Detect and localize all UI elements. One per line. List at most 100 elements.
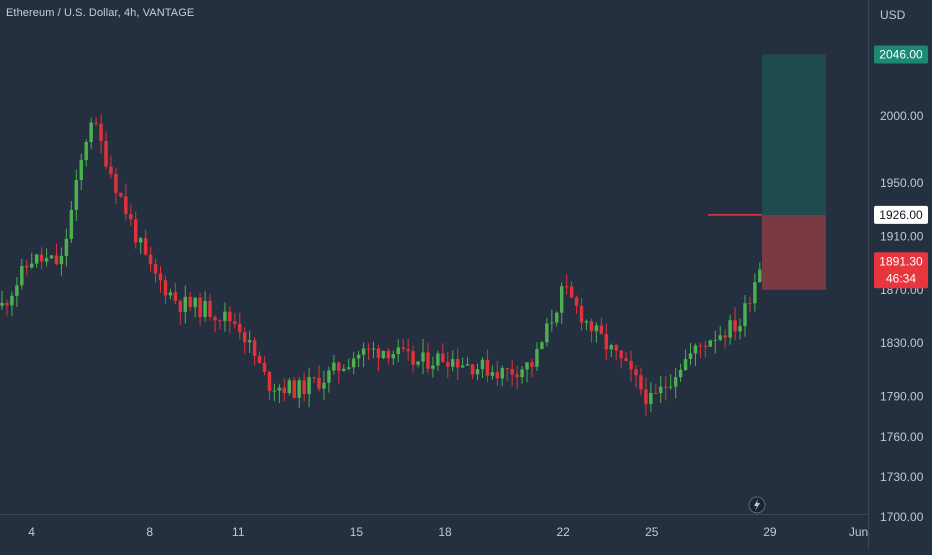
- candle: [555, 311, 559, 327]
- candle: [634, 365, 638, 388]
- candle: [416, 361, 420, 368]
- candle: [99, 114, 103, 154]
- candle-body: [436, 353, 440, 366]
- candle: [366, 343, 371, 360]
- candle: [624, 351, 628, 362]
- candle-body: [366, 348, 371, 350]
- candle-body: [69, 209, 74, 239]
- price-axis[interactable]: 2000.001950.001910.001870.001830.001790.…: [880, 109, 924, 524]
- candle-body: [753, 282, 757, 304]
- candle: [599, 317, 604, 335]
- candle-body: [25, 265, 29, 268]
- candle-body: [401, 347, 405, 349]
- candle: [460, 357, 465, 368]
- candle: [84, 139, 88, 167]
- candle: [198, 292, 202, 326]
- candle-body: [411, 351, 415, 365]
- candle-body: [460, 365, 465, 368]
- price-tick-label: 1700.00: [880, 510, 924, 524]
- candle: [0, 290, 4, 310]
- flag-label: 2046.00: [879, 48, 923, 62]
- candle: [386, 348, 391, 365]
- candle-body: [138, 238, 143, 243]
- candle: [559, 282, 564, 324]
- candle: [178, 299, 183, 325]
- candle: [292, 377, 296, 400]
- candle-body: [257, 355, 262, 363]
- candle: [545, 317, 549, 347]
- candle-body: [624, 358, 628, 362]
- stop-zone[interactable]: [762, 214, 826, 290]
- profit-zone[interactable]: [762, 54, 826, 215]
- candle-body: [282, 387, 287, 394]
- candle: [134, 211, 138, 249]
- long-position-tool[interactable]: [708, 54, 826, 290]
- candle: [391, 350, 396, 365]
- candle-body: [287, 380, 292, 394]
- candle-body: [114, 173, 118, 193]
- candle-body: [124, 196, 128, 214]
- candle: [376, 345, 381, 371]
- candle: [614, 344, 618, 361]
- candle: [569, 281, 574, 299]
- candle-body: [708, 340, 713, 347]
- candle: [639, 367, 643, 396]
- candle-body: [64, 238, 69, 256]
- flag-background: [874, 205, 928, 224]
- candle: [351, 351, 356, 375]
- candle: [733, 307, 737, 341]
- candle: [693, 343, 698, 367]
- candle-body: [198, 297, 202, 318]
- candle-body: [659, 386, 663, 394]
- candle: [683, 349, 688, 371]
- candle: [346, 358, 351, 371]
- candle-body: [480, 359, 485, 370]
- currency-label[interactable]: USD: [880, 8, 906, 22]
- candle: [659, 375, 663, 404]
- target-price-flag: 2046.00: [874, 45, 928, 64]
- candle-body: [718, 335, 722, 340]
- candle-body: [193, 297, 197, 308]
- candle: [5, 299, 9, 316]
- replay-lightning-icon[interactable]: [748, 496, 766, 514]
- candle: [173, 282, 178, 305]
- candle: [138, 236, 143, 254]
- time-tick-label: 11: [232, 525, 245, 539]
- time-axis[interactable]: 4 8 11 15 18 22 25 29 Jun: [28, 525, 868, 539]
- candle-body: [416, 361, 420, 365]
- candle: [500, 365, 505, 387]
- candle-body: [351, 358, 356, 368]
- candle: [441, 343, 445, 363]
- candle: [713, 330, 717, 354]
- candle-body: [748, 303, 752, 305]
- candle: [238, 312, 242, 340]
- candle: [25, 260, 29, 276]
- candle-body: [609, 344, 613, 350]
- candle-body: [594, 325, 599, 332]
- candle-body: [599, 325, 604, 335]
- candle: [34, 253, 39, 268]
- candle: [451, 350, 455, 372]
- candle: [723, 329, 727, 349]
- candle: [337, 361, 341, 384]
- candle-body: [213, 316, 217, 321]
- candle-body: [634, 369, 638, 376]
- candle: [426, 342, 430, 373]
- candle-body: [470, 364, 475, 375]
- candle-body: [649, 392, 653, 405]
- candle: [74, 169, 79, 221]
- candle-body: [168, 292, 173, 296]
- candle-body: [525, 362, 529, 370]
- candle-body: [34, 254, 39, 264]
- candle: [470, 363, 475, 379]
- candle: [20, 259, 24, 290]
- candle-body: [475, 369, 480, 375]
- price-flags: 2046.00 1926.00 1891.30 46:34: [874, 45, 928, 289]
- candle-body: [238, 323, 242, 333]
- candle-body: [431, 365, 435, 369]
- candle: [252, 337, 257, 366]
- candle-body: [654, 392, 658, 394]
- candle-body: [485, 359, 490, 376]
